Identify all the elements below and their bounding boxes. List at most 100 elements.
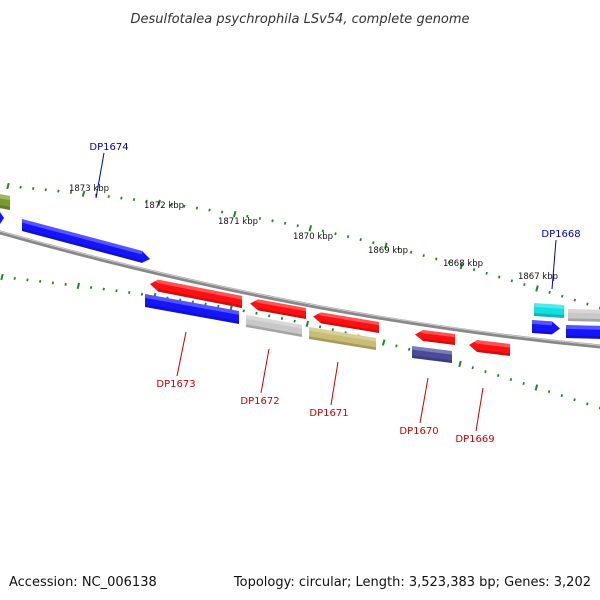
gene-red-3[interactable] bbox=[313, 311, 379, 333]
gene-gray-forward[interactable] bbox=[568, 309, 600, 322]
minor-tick bbox=[407, 347, 411, 351]
major-tick bbox=[381, 339, 386, 346]
minor-tick bbox=[560, 394, 564, 398]
minor-tick bbox=[120, 196, 123, 200]
minor-tick bbox=[258, 216, 262, 220]
minor-tick bbox=[280, 316, 284, 320]
minor-tick bbox=[102, 287, 105, 291]
minor-tick bbox=[318, 325, 322, 329]
minor-tick bbox=[296, 224, 299, 228]
minor-tick bbox=[586, 302, 589, 306]
minor-tick bbox=[267, 314, 271, 318]
gene-olive-forward[interactable] bbox=[0, 193, 10, 210]
leader-dp1671 bbox=[330, 361, 339, 406]
minor-tick bbox=[107, 195, 110, 199]
gene-dp1670-red[interactable] bbox=[415, 329, 455, 345]
minor-tick bbox=[89, 286, 93, 289]
minor-tick bbox=[435, 257, 438, 261]
gene-dp1669[interactable] bbox=[469, 339, 510, 356]
leader-dp1672 bbox=[260, 348, 270, 394]
gene-dp1674[interactable] bbox=[22, 219, 150, 263]
leader-dp1669 bbox=[475, 387, 484, 432]
minor-tick bbox=[26, 278, 29, 282]
minor-tick bbox=[573, 298, 577, 302]
minor-tick bbox=[255, 311, 258, 315]
minor-tick bbox=[331, 328, 335, 332]
minor-tick bbox=[208, 208, 211, 212]
minor-tick bbox=[472, 268, 476, 272]
minor-tick bbox=[132, 198, 136, 202]
minor-tick bbox=[220, 210, 224, 214]
minor-tick bbox=[321, 229, 325, 233]
minor-tick bbox=[372, 241, 375, 245]
minor-tick bbox=[31, 187, 35, 191]
gene-dp1668[interactable] bbox=[534, 303, 564, 318]
minor-tick bbox=[115, 289, 118, 293]
major-tick bbox=[305, 320, 310, 328]
major-tick bbox=[384, 242, 388, 249]
minor-tick bbox=[561, 294, 564, 298]
kbp-label: 1873 kbp bbox=[69, 184, 109, 194]
gene-label-dp1674[interactable]: DP1674 bbox=[89, 142, 128, 153]
label-leaders bbox=[95, 152, 557, 432]
gene-red-1[interactable] bbox=[150, 278, 242, 308]
minor-tick bbox=[548, 290, 551, 294]
gene-label-dp1668[interactable]: DP1668 bbox=[541, 229, 580, 240]
minor-tick bbox=[523, 283, 526, 287]
genome-backbone bbox=[0, 230, 600, 349]
minor-tick bbox=[485, 271, 488, 275]
leader-dp1673 bbox=[176, 331, 187, 377]
minor-tick bbox=[484, 370, 487, 374]
major-tick bbox=[308, 225, 313, 232]
minor-tick bbox=[409, 250, 413, 254]
gene-label-dp1669[interactable]: DP1669 bbox=[455, 434, 494, 445]
gene-label-dp1671[interactable]: DP1671 bbox=[309, 408, 348, 419]
minor-tick bbox=[271, 219, 274, 223]
leader-dp1674 bbox=[95, 152, 105, 199]
minor-tick bbox=[204, 302, 207, 306]
minor-tick bbox=[497, 374, 500, 377]
map-title: Desulfotalea psychrophila LSv54, complet… bbox=[130, 12, 469, 27]
major-tick bbox=[459, 262, 464, 270]
minor-tick bbox=[522, 381, 525, 385]
major-tick bbox=[458, 360, 462, 368]
minor-tick bbox=[293, 319, 296, 323]
minor-tick bbox=[573, 398, 576, 402]
minor-tick bbox=[395, 344, 398, 348]
minor-tick bbox=[170, 202, 173, 206]
minor-tick bbox=[140, 292, 144, 296]
minor-tick bbox=[128, 290, 131, 294]
major-tick bbox=[534, 384, 539, 391]
gene-blue-edge bbox=[0, 212, 4, 224]
gene-dp1672[interactable] bbox=[246, 315, 302, 337]
gene-track bbox=[0, 193, 600, 363]
inner-tick-track bbox=[0, 273, 600, 410]
minor-tick bbox=[195, 206, 199, 210]
minor-tick bbox=[346, 235, 350, 239]
minor-tick bbox=[359, 238, 362, 242]
gene-blue-reverse[interactable] bbox=[532, 320, 560, 335]
gene-label-dp1672[interactable]: DP1672 bbox=[240, 396, 279, 407]
major-tick bbox=[157, 199, 161, 206]
gene-label-dp1670[interactable]: DP1670 bbox=[399, 426, 438, 437]
gene-dp1673[interactable] bbox=[145, 294, 239, 324]
minor-tick bbox=[246, 214, 249, 218]
major-tick bbox=[232, 210, 237, 218]
gene-dp1670[interactable] bbox=[412, 346, 452, 363]
minor-tick bbox=[547, 390, 551, 394]
minor-tick bbox=[217, 304, 220, 308]
gene-red-2[interactable] bbox=[250, 298, 306, 319]
kbp-label: 1867 kbp bbox=[518, 272, 558, 282]
minor-tick bbox=[586, 402, 589, 406]
minor-tick bbox=[510, 279, 514, 283]
minor-tick bbox=[145, 199, 148, 203]
minor-tick bbox=[13, 276, 16, 280]
leader-dp1668 bbox=[551, 239, 557, 290]
minor-tick bbox=[19, 185, 22, 189]
kbp-label: 1869 kbp bbox=[368, 246, 408, 256]
gene-dp1671[interactable] bbox=[309, 327, 376, 350]
gene-blue-reverse-2[interactable] bbox=[566, 325, 600, 339]
gene-label-dp1673[interactable]: DP1673 bbox=[156, 379, 195, 390]
kbp-label: 1870 kbp bbox=[293, 232, 333, 242]
